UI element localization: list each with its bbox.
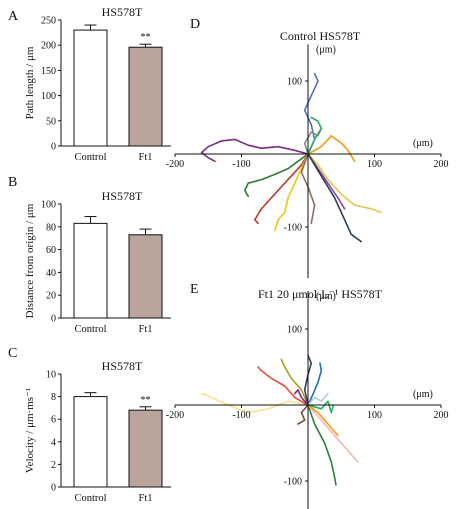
bar-ft1 — [128, 234, 163, 319]
trajectory-panel-d: Control HS578T -200 -100 100 200 100 -100 (μm) (… — [166, 29, 449, 279]
x-tick-label: -100 — [232, 410, 250, 421]
panel-letter-d: D — [190, 17, 200, 32]
trajectory-title: Ft1 20 μmol·L⁻¹ HS578T — [258, 287, 383, 301]
x-tick-label: -200 — [166, 410, 184, 421]
y-axis-label: Distance from origin / μm — [24, 203, 36, 318]
category-label: Control — [74, 324, 106, 335]
bar-chart-title: HS578T — [102, 359, 143, 373]
cell-trajectory — [307, 153, 363, 243]
cell-trajectory — [293, 388, 309, 406]
significance-mark: ** — [141, 32, 151, 43]
cell-trajectory — [307, 153, 382, 214]
x-tick-label: -100 — [232, 159, 250, 170]
cell-trajectory — [307, 392, 329, 406]
panel-letters: A B C D E — [8, 9, 200, 361]
bar-chart-title: HS578T — [102, 189, 143, 203]
cell-trajectory — [307, 404, 339, 437]
y-tick-label: 80 — [46, 222, 56, 233]
cell-trajectory — [273, 153, 309, 232]
y-tick-label: 200 — [41, 41, 56, 52]
y-tick-label: 100 — [41, 200, 56, 211]
y-axis-label: Velocity / μm·ms⁻¹ — [24, 388, 36, 473]
y-tick-label: 8 — [51, 392, 56, 403]
x-unit-label: (μm) — [413, 389, 433, 400]
y-tick-label: 40 — [46, 268, 56, 279]
bar-chart-panel-b: HS578T 0 20 40 60 80 100 Distance from origin /… — [24, 189, 171, 335]
cell-trajectory — [307, 400, 335, 414]
x-tick-label: 100 — [367, 410, 382, 421]
x-tick-label: 100 — [367, 159, 382, 170]
y-unit-label: (μm) — [316, 45, 336, 56]
y-tick-label: 10 — [46, 370, 56, 381]
x-tick-label: -200 — [166, 159, 184, 170]
category-label: Ft1 — [138, 152, 152, 163]
panel-letter-b: B — [8, 175, 17, 190]
bar-chart-title: HS578T — [102, 5, 143, 19]
y-tick-label: 150 — [41, 66, 56, 77]
y-tick-label: 4 — [51, 437, 56, 448]
bar-chart-panel-a: HS578T 0 50 100 150 200 250 Path length / μm Con… — [24, 5, 171, 163]
bar-control — [73, 222, 108, 319]
y-tick-label: -100 — [284, 223, 302, 234]
y-tick-label: 250 — [41, 16, 56, 27]
bar-ft1 — [128, 409, 163, 488]
y-tick-label: 100 — [287, 325, 302, 336]
y-tick-label: 0 — [51, 142, 56, 153]
y-unit-label: (μm) — [316, 291, 336, 302]
panel-letter-e: E — [190, 282, 199, 297]
category-label: Control — [74, 152, 106, 163]
category-label: Ft1 — [138, 324, 152, 335]
y-tick-label: 100 — [287, 77, 302, 88]
y-tick-label: 100 — [41, 91, 56, 102]
panel-letter-c: C — [8, 346, 17, 361]
cell-trajectory — [307, 116, 323, 155]
x-tick-label: 200 — [434, 159, 449, 170]
bar-chart-panel-c: HS578T 0 2 4 6 8 10 Velocity / μm·ms⁻¹ Control Ft… — [24, 359, 171, 504]
cell-trajectory — [297, 404, 309, 425]
cell-trajectory — [307, 404, 359, 463]
y-tick-label: 2 — [51, 460, 56, 471]
y-tick-label: 20 — [46, 291, 56, 302]
y-tick-label: 50 — [46, 116, 56, 127]
trajectory-panel-e: Ft1 20 μmol·L⁻¹ HS578T -200 -100 100 200 100 -… — [166, 287, 449, 509]
cell-trajectory — [257, 366, 309, 406]
cell-trajectory — [303, 72, 319, 155]
cell-trajectory — [307, 362, 323, 406]
y-tick-label: 0 — [51, 314, 56, 325]
x-unit-label: (μm) — [413, 138, 433, 149]
y-tick-label: 60 — [46, 245, 56, 256]
category-label: Ft1 — [138, 493, 152, 504]
cell-trajectory — [244, 153, 309, 198]
trajectory-title: Control HS578T — [280, 29, 361, 43]
significance-mark: ** — [141, 395, 151, 406]
panel-letter-a: A — [8, 9, 19, 24]
y-tick-label: 0 — [51, 483, 56, 494]
bar-control — [73, 396, 108, 488]
cell-trajectory — [200, 138, 309, 163]
x-tick-label: 200 — [434, 410, 449, 421]
y-tick-label: 6 — [51, 415, 56, 426]
cell-trajectory — [307, 135, 356, 163]
y-tick-label: -100 — [284, 477, 302, 488]
bar-control — [73, 29, 108, 147]
trajectory-charts: Control HS578T -200 -100 100 200 100 -100 (μm) (… — [166, 29, 449, 509]
cell-trajectory — [200, 392, 309, 414]
category-label: Control — [74, 493, 106, 504]
cell-trajectory — [254, 153, 309, 225]
cell-trajectory — [280, 358, 309, 406]
y-axis-label: Path length / μm — [24, 46, 36, 119]
bar-ft1 — [128, 46, 163, 147]
cell-trajectory — [307, 404, 337, 486]
